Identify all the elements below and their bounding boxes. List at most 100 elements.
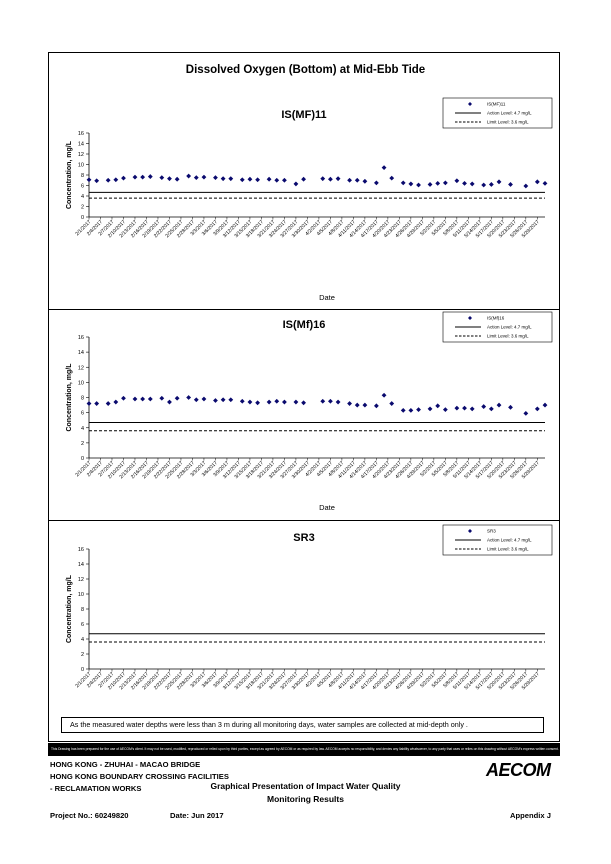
y-tick-label: 4	[81, 637, 84, 643]
y-axis-label: Concentration, mg/L	[66, 140, 73, 209]
y-tick-label: 10	[78, 592, 84, 598]
data-point	[174, 176, 180, 182]
y-tick-label: 14	[78, 562, 84, 568]
x-axis-label: Date	[319, 503, 335, 512]
y-tick-label: 12	[78, 365, 84, 371]
y-tick-label: 12	[78, 577, 84, 583]
panel-divider	[48, 309, 560, 310]
legend-marker	[468, 102, 472, 106]
data-point	[320, 176, 326, 182]
y-tick-label: 2	[81, 652, 84, 658]
data-point	[481, 404, 487, 409]
y-tick-label: 0	[81, 667, 84, 673]
data-point	[301, 176, 306, 182]
legend-label: Action Level: 4.7 mg/L	[487, 325, 532, 330]
data-point	[266, 176, 272, 182]
data-point	[335, 176, 341, 182]
legend-label: IS(MF)11	[487, 102, 506, 107]
panel-divider	[48, 520, 560, 521]
legend-label: Action Level: 4.7 mg/L	[487, 538, 532, 543]
y-tick-label: 10	[78, 380, 84, 386]
chart-panel-1: IS(MF)11 0 2 4 6 8 10 12 14 16 Concentration, mg/L…	[66, 97, 553, 302]
data-point	[523, 410, 529, 416]
data-point	[354, 402, 360, 408]
chart-panel-2: IS(Mf)16 0 2 4 6 8 10 12 14 16 Concentration, mg/L…	[66, 311, 553, 512]
data-point	[105, 401, 111, 406]
data-point	[274, 398, 280, 404]
data-point	[132, 396, 138, 402]
y-tick-label: 16	[78, 131, 84, 137]
data-point	[293, 399, 299, 405]
data-point	[167, 176, 172, 182]
y-tick-label: 8	[81, 607, 84, 613]
legend: IS(Mf)16 Action Level: 4.7 mg/L Limit Leve…	[442, 311, 553, 343]
data-point	[481, 182, 487, 188]
data-point	[86, 177, 92, 183]
data-point	[147, 174, 153, 179]
data-point	[228, 176, 234, 182]
project-number: Project No.: 60249820	[50, 811, 129, 820]
legend-marker	[468, 529, 472, 533]
y-tick-label: 0	[81, 456, 84, 462]
data-point	[373, 180, 379, 186]
legend-label: IS(Mf)16	[487, 316, 505, 321]
footer-title-line1: Graphical Presentation of Impact Water Q…	[210, 781, 401, 791]
legend: IS(MF)11 Action Level: 4.7 mg/L Limit Leve…	[442, 97, 553, 129]
data-point	[454, 405, 460, 411]
data-point	[174, 395, 180, 401]
data-point	[193, 397, 199, 403]
data-point	[121, 395, 126, 401]
y-tick-label: 4	[81, 194, 84, 200]
x-axis-label: Date	[319, 293, 335, 302]
data-point	[469, 406, 475, 412]
data-point	[347, 177, 352, 183]
data-point	[523, 183, 529, 189]
data-point	[213, 398, 218, 403]
data-point	[408, 181, 414, 187]
data-point	[542, 181, 548, 186]
data-point	[435, 403, 441, 409]
data-point	[113, 177, 119, 183]
chart-title: SR3	[293, 532, 314, 544]
y-tick-label: 14	[78, 142, 84, 148]
data-point	[462, 405, 467, 411]
data-point	[193, 175, 199, 181]
data-point	[496, 402, 502, 408]
data-point	[488, 182, 494, 187]
legend-label: Limit Level: 3.6 mg/L	[487, 334, 529, 339]
sampling-note: As the measured water depths were less t…	[61, 717, 544, 733]
legend: SR3 Action Level: 4.7 mg/L Limit Level: 3.…	[442, 524, 553, 556]
y-tick-label: 2	[81, 205, 84, 211]
data-point	[266, 399, 272, 405]
y-tick-label: 0	[81, 215, 84, 221]
data-point	[488, 406, 494, 412]
main-title: Dissolved Oxygen (Bottom) at Mid-Ebb Tid…	[185, 64, 426, 76]
issue-date: Date: Jun 2017	[170, 811, 224, 820]
data-point	[389, 175, 395, 181]
y-tick-label: 16	[78, 335, 84, 341]
legend-label: Action Level: 4.7 mg/L	[487, 111, 532, 116]
legend-marker	[468, 316, 472, 320]
data-point	[282, 399, 287, 405]
disclaimer-bar: This Drawing has been prepared for the u…	[48, 743, 560, 756]
data-point	[381, 392, 387, 398]
data-point	[400, 180, 406, 186]
y-tick-label: 4	[81, 426, 84, 432]
data-point	[347, 401, 352, 406]
data-point	[247, 399, 253, 405]
data-point	[400, 407, 406, 413]
y-axis-label: Concentration, mg/L	[66, 363, 73, 432]
data-point	[328, 398, 333, 404]
data-point	[462, 181, 467, 186]
data-point	[301, 400, 306, 406]
drawing-frame	[48, 52, 560, 742]
data-point	[220, 397, 226, 403]
data-point	[427, 406, 433, 412]
y-tick-label: 14	[78, 350, 84, 356]
chart-title: IS(Mf)16	[283, 319, 326, 331]
data-point	[186, 173, 192, 179]
legend-label: SR3	[487, 529, 496, 534]
data-point	[282, 177, 287, 183]
data-point	[534, 406, 540, 412]
